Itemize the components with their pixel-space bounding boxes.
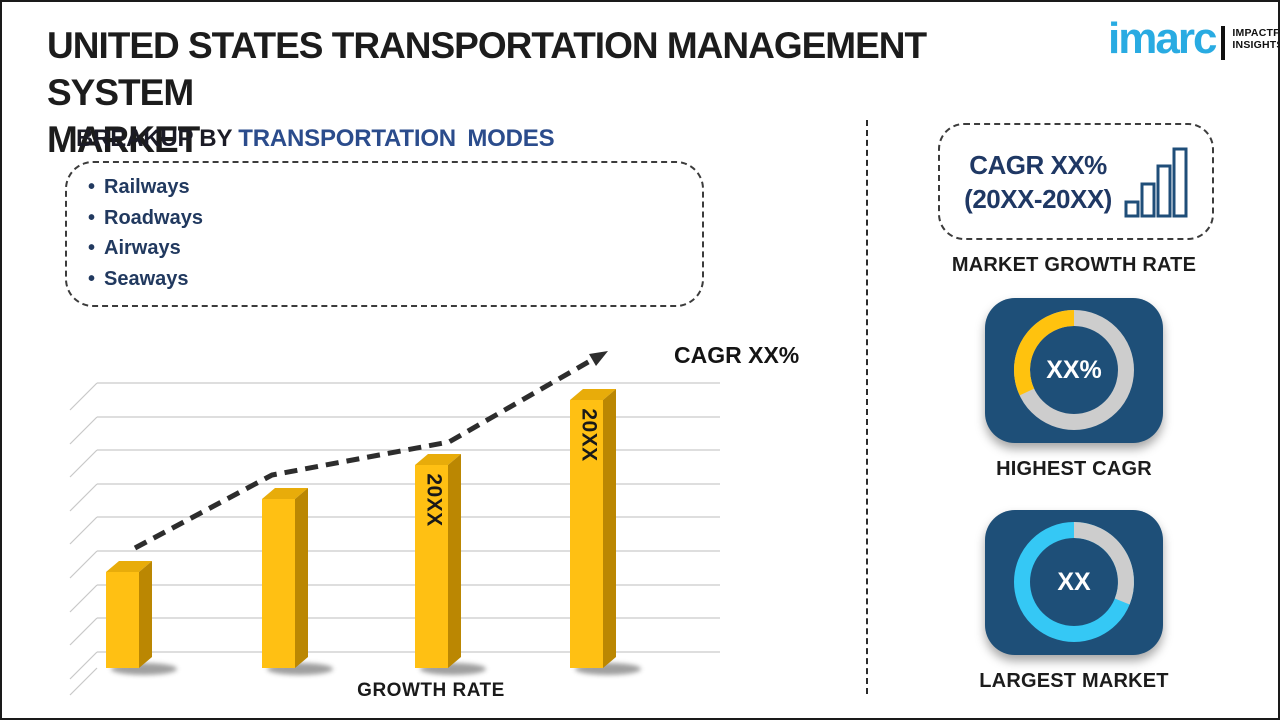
bullet-icon: •	[88, 267, 96, 290]
growth-rate-chart: 20XX 20XX	[57, 337, 747, 717]
donut-highlight-arc	[1014, 310, 1075, 396]
imarc-logo: imarc IMPACTFUL INSIGHTS	[1108, 14, 1280, 63]
market-growth-rate-label: MARKET GROWTH RATE	[951, 254, 1197, 276]
bullet-icon: •	[88, 176, 96, 198]
transportation-modes-box	[65, 161, 704, 307]
page-title: UNITED STATES TRANSPORTATION MANAGEMENT …	[47, 22, 1047, 163]
bar-label-20xx: 20XX	[578, 408, 601, 461]
trend-cagr-annotation: CAGR XX%	[674, 342, 800, 368]
trend-line	[133, 354, 599, 551]
bar-side-face	[603, 389, 616, 668]
page-title-line-2: MARKET	[47, 119, 200, 160]
bar-front-face	[262, 499, 295, 668]
list-item: • Seaways	[88, 264, 203, 295]
bar-year4: 20XX	[570, 389, 616, 668]
cagr-period: (20XX-20XX)	[964, 183, 1112, 214]
bar-front-face	[106, 572, 139, 668]
highest-cagr-label: HIGHEST CAGR	[996, 458, 1152, 480]
logo-tagline-line-2: INSIGHTS	[1232, 39, 1280, 51]
chart-x-axis-label: GROWTH RATE	[357, 680, 505, 701]
bar-year2	[262, 488, 308, 668]
bar-side-face	[139, 561, 152, 668]
transportation-modes-list: • Railways • Roadways • Airways • Seaways	[88, 172, 203, 294]
growth-rate-chart-svg: 20XX 20XX	[69, 351, 720, 696]
bar-year3: 20XX	[415, 454, 461, 668]
trend-arrowhead-icon	[589, 351, 608, 366]
bar-top-face	[262, 488, 308, 499]
logo-divider	[1221, 26, 1226, 60]
donut-center-value: XX	[1057, 568, 1091, 596]
bar-top-face	[106, 561, 152, 572]
highest-cagr-tile: XX%	[985, 298, 1163, 443]
largest-market-label: LARGEST MARKET	[979, 670, 1169, 692]
bar-year1	[106, 561, 152, 668]
bullet-icon: •	[88, 206, 96, 229]
list-item: • Airways	[88, 233, 203, 264]
logo-tagline-line-1: IMPACTFUL	[1232, 27, 1280, 39]
list-item: • Railways	[88, 172, 203, 203]
chart-gridlines	[69, 382, 720, 696]
bar-shadows	[111, 663, 641, 675]
donut-gray-arc	[1073, 522, 1134, 605]
bullet-icon: •	[88, 237, 96, 259]
bar-front-face	[570, 400, 603, 668]
logo-tagline: IMPACTFUL INSIGHTS	[1232, 27, 1280, 51]
mode-label: Railways	[104, 176, 190, 198]
list-item: • Roadways	[88, 203, 203, 234]
bar-front-face	[415, 465, 448, 668]
breakup-heading: BREAKUP BY TRANSPORTATION MODES	[76, 125, 555, 153]
bar-side-face	[448, 454, 461, 668]
largest-market-tile: XX	[985, 510, 1163, 655]
donut-center-value: XX%	[1046, 356, 1102, 384]
largest-market-donut: XX	[1014, 522, 1134, 642]
cagr-text: CAGR XX% (20XX-20XX)	[964, 148, 1112, 216]
growth-bars-icon	[1124, 147, 1188, 217]
mode-label: Roadways	[104, 206, 203, 229]
bar-top-face	[415, 454, 461, 465]
section-divider	[866, 120, 868, 694]
imarc-wordmark: imarc	[1108, 14, 1217, 63]
bar-top-face	[570, 389, 616, 400]
bar-label-20xx: 20XX	[423, 473, 446, 526]
breakup-heading-highlight: TRANSPORTATION MODES	[238, 125, 555, 152]
mode-label: Seaways	[104, 267, 189, 290]
bar-side-face	[295, 488, 308, 668]
mode-label: Airways	[104, 237, 181, 259]
breakup-heading-prefix: BREAKUP BY	[76, 125, 239, 152]
market-growth-rate-card: CAGR XX% (20XX-20XX)	[938, 123, 1214, 240]
cagr-value: CAGR XX%	[969, 149, 1107, 180]
highest-cagr-donut: XX%	[1014, 310, 1134, 430]
page-title-line-1: UNITED STATES TRANSPORTATION MANAGEMENT …	[47, 25, 927, 113]
